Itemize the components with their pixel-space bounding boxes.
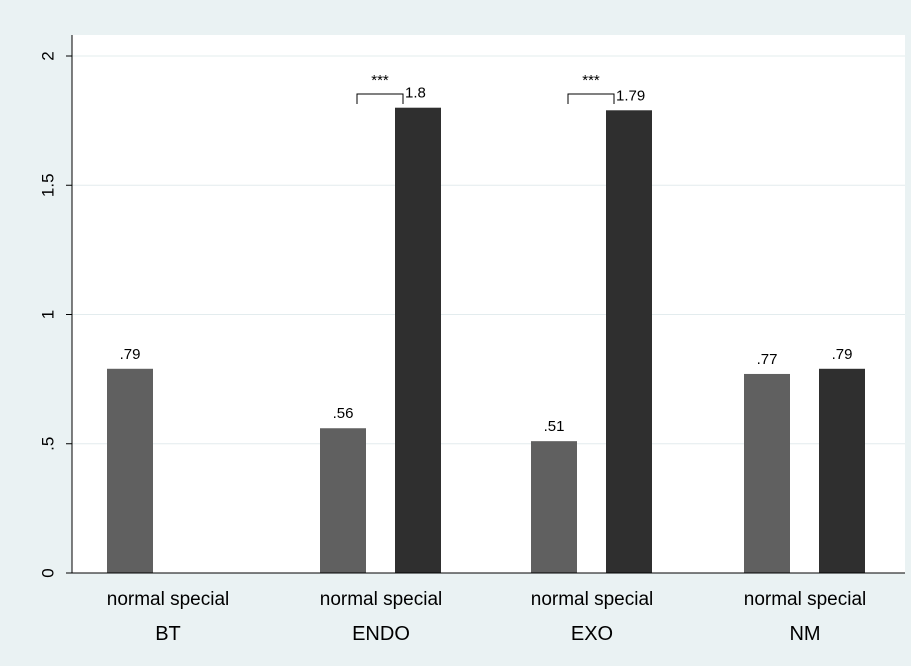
x-sub-label: normal special bbox=[531, 589, 654, 610]
bar-normal-nm bbox=[744, 373, 790, 573]
bar-special-endo bbox=[395, 107, 441, 573]
data-label: .77 bbox=[757, 351, 778, 368]
x-sub-label: normal special bbox=[320, 589, 443, 610]
data-label: 1.79 bbox=[616, 87, 645, 104]
bar-normal-bt bbox=[107, 368, 153, 573]
labels: .79 .56 .51 .77 1.8 1.79 .79 normal special BT no… bbox=[107, 72, 867, 645]
significance-bracket bbox=[356, 93, 404, 104]
y-axis: 0.511.52 bbox=[39, 35, 905, 578]
significance-label: *** bbox=[582, 72, 600, 89]
bar-normal-exo bbox=[531, 441, 577, 573]
y-tick-label: .5 bbox=[39, 437, 58, 451]
y-tick-label: 0 bbox=[39, 568, 58, 577]
x-group-label: BT bbox=[155, 623, 181, 645]
data-label: .51 bbox=[544, 418, 565, 435]
bar-special-nm bbox=[819, 368, 865, 573]
y-tick-label: 1 bbox=[39, 310, 58, 319]
x-group-label: EXO bbox=[571, 623, 613, 645]
x-group-label: NM bbox=[789, 623, 820, 645]
x-sub-label: normal special bbox=[744, 589, 867, 610]
data-label: .79 bbox=[832, 346, 853, 363]
significance-bracket bbox=[567, 93, 615, 104]
data-label: 1.8 bbox=[405, 85, 426, 102]
x-group-label: ENDO bbox=[352, 623, 410, 645]
bar-normal-endo bbox=[320, 428, 366, 573]
y-tick-label: 2 bbox=[39, 51, 58, 60]
x-sub-label: normal special bbox=[107, 589, 230, 610]
bar-special-exo bbox=[606, 110, 652, 573]
y-tick-label: 1.5 bbox=[39, 173, 58, 197]
data-label: .56 bbox=[333, 405, 354, 422]
data-label: .79 bbox=[120, 346, 141, 363]
bars bbox=[107, 107, 865, 573]
significance-label: *** bbox=[371, 72, 389, 89]
